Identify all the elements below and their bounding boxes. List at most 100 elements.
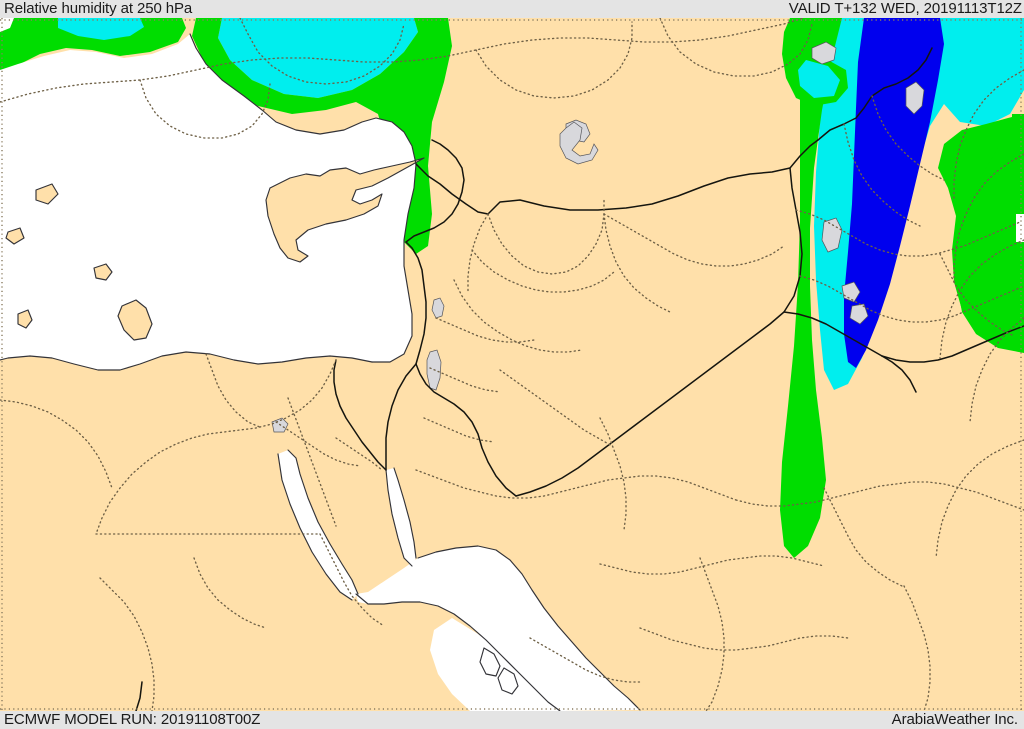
page-title: Relative humidity at 250 hPa bbox=[4, 0, 193, 17]
coastline-rhodes bbox=[117, 299, 153, 341]
admin-iraq-1 bbox=[795, 209, 1021, 257]
admin-iraq-3 bbox=[843, 123, 921, 227]
border-israel-egypt bbox=[385, 363, 417, 471]
admin-turkey-4 bbox=[659, 18, 813, 77]
lake-tabqa bbox=[559, 121, 599, 165]
sea-mediterranean bbox=[0, 34, 416, 370]
border-turkey-syria bbox=[487, 139, 819, 215]
border-iraq-iran bbox=[881, 325, 1024, 363]
admin-saudi-7 bbox=[699, 557, 725, 711]
lake-razzaza bbox=[849, 303, 869, 325]
sea-black-sea bbox=[0, 18, 14, 32]
border-egypt-gaza bbox=[333, 359, 387, 471]
coastline-gulf-aqaba-west bbox=[385, 469, 413, 567]
island-speck-1 bbox=[6, 228, 24, 244]
admin-egypt-1 bbox=[95, 359, 337, 535]
admin-egypt-9 bbox=[0, 399, 113, 489]
map-footer-bar: ECMWF MODEL RUN: 20191108T00Z ArabiaWeat… bbox=[0, 711, 1024, 729]
admin-turkey-1 bbox=[0, 18, 805, 103]
border-lebanon-syria bbox=[405, 139, 465, 243]
coastline-gulf-suez-east bbox=[287, 449, 359, 595]
admin-saudi-9 bbox=[529, 637, 643, 683]
coastline-karpathos bbox=[17, 309, 33, 329]
coastline-gulf-suez-west bbox=[277, 453, 353, 601]
humidity-band-green-anatolia bbox=[192, 18, 452, 254]
valid-time-label: VALID T+132 WED, 20191113T12Z bbox=[788, 0, 1022, 17]
sea-gulf-of-aqaba bbox=[386, 468, 416, 566]
admin-iraq-5 bbox=[939, 253, 1015, 337]
lake-tharthar bbox=[821, 217, 843, 253]
border-turkey-syria-west bbox=[415, 163, 489, 215]
model-run-label: ECMWF MODEL RUN: 20191108T00Z bbox=[4, 711, 261, 728]
admin-syria-5 bbox=[603, 213, 671, 313]
sea-red-sea-south bbox=[430, 618, 566, 711]
admin-saudi-2 bbox=[599, 417, 627, 531]
lake-urmia bbox=[905, 81, 925, 115]
sea-persian-gulf bbox=[1016, 214, 1024, 242]
humidity-band-green-nw bbox=[0, 18, 186, 70]
sea-gulf-of-suez bbox=[278, 450, 358, 600]
lake-layer bbox=[271, 41, 925, 433]
coastline-levant bbox=[371, 163, 417, 363]
admin-egypt-3 bbox=[287, 397, 337, 527]
admin-jordan-1 bbox=[435, 317, 535, 343]
coastline-red-sea-inlet bbox=[479, 647, 501, 677]
humidity-band-cyan-caucasus bbox=[798, 60, 840, 98]
admin-egypt-6 bbox=[193, 557, 267, 629]
admin-iran-1 bbox=[953, 69, 1024, 201]
admin-syria-3 bbox=[471, 249, 615, 293]
sea-layer bbox=[0, 18, 1024, 711]
map-header-bar: Relative humidity at 250 hPa VALID T+132… bbox=[0, 0, 1024, 18]
humidity-band-cyan-anatolia bbox=[218, 18, 418, 98]
admin-saudi-4 bbox=[599, 555, 825, 575]
admin-iraq-2 bbox=[799, 275, 1024, 323]
admin-sinai-1 bbox=[335, 437, 383, 471]
coastline-turkey-south bbox=[189, 33, 417, 165]
admin-egypt-4 bbox=[205, 353, 263, 429]
admin-saudi-3 bbox=[735, 481, 1024, 511]
admin-saudi-8 bbox=[903, 585, 931, 711]
admin-saudi-10 bbox=[935, 439, 1024, 559]
admin-iraq-4 bbox=[871, 95, 945, 181]
map-graphic bbox=[0, 18, 1024, 711]
admin-saudi-1 bbox=[415, 469, 737, 501]
map-canvas[interactable] bbox=[0, 18, 1024, 711]
admin-syria-7 bbox=[499, 369, 613, 447]
border-jordan-israel bbox=[405, 241, 427, 365]
island-layer bbox=[5, 157, 425, 341]
admin-saudi-6 bbox=[639, 627, 849, 651]
island-cyprus bbox=[266, 158, 424, 262]
coastline-red-sea-inlet-2 bbox=[497, 667, 519, 695]
coastline-gulf-aqaba-east bbox=[393, 467, 417, 559]
admin-border-layer bbox=[0, 18, 1024, 711]
admin-turkey-5 bbox=[139, 79, 271, 139]
border-iraq-saudi bbox=[783, 311, 883, 357]
humidity-band-green-iraq-east bbox=[780, 18, 842, 558]
coastline-cyprus bbox=[265, 157, 425, 263]
admin-iran-4 bbox=[969, 317, 1024, 423]
humidity-shading-layer bbox=[0, 18, 1024, 558]
attribution-label: ArabiaWeather Inc. bbox=[891, 711, 1018, 728]
border-syria-iraq bbox=[515, 167, 803, 497]
coastline-red-sea-east bbox=[417, 545, 641, 711]
border-saudi-kuwait bbox=[881, 355, 917, 393]
international-border-layer bbox=[135, 47, 1024, 711]
admin-egypt-8 bbox=[319, 533, 385, 627]
lake-habbaniyah bbox=[841, 281, 861, 303]
coastline-speck-1 bbox=[5, 227, 25, 245]
border-turkey-iraq-iran bbox=[817, 47, 933, 141]
admin-syria-2 bbox=[603, 213, 785, 267]
island-rhodes bbox=[118, 300, 152, 340]
admin-saudi-5 bbox=[823, 487, 903, 587]
lake-van bbox=[811, 41, 837, 65]
lake-tiberias bbox=[431, 297, 445, 319]
border-egypt-libya bbox=[135, 681, 143, 711]
island-kos bbox=[94, 264, 112, 280]
admin-iran-2 bbox=[953, 153, 1024, 285]
humidity-band-cyan-aegean bbox=[58, 18, 144, 40]
coastline-red-sea-west bbox=[355, 593, 561, 711]
border-jordan-saudi bbox=[415, 363, 517, 497]
admin-jordan-2 bbox=[429, 367, 501, 393]
coastline-speck-2 bbox=[35, 183, 59, 205]
